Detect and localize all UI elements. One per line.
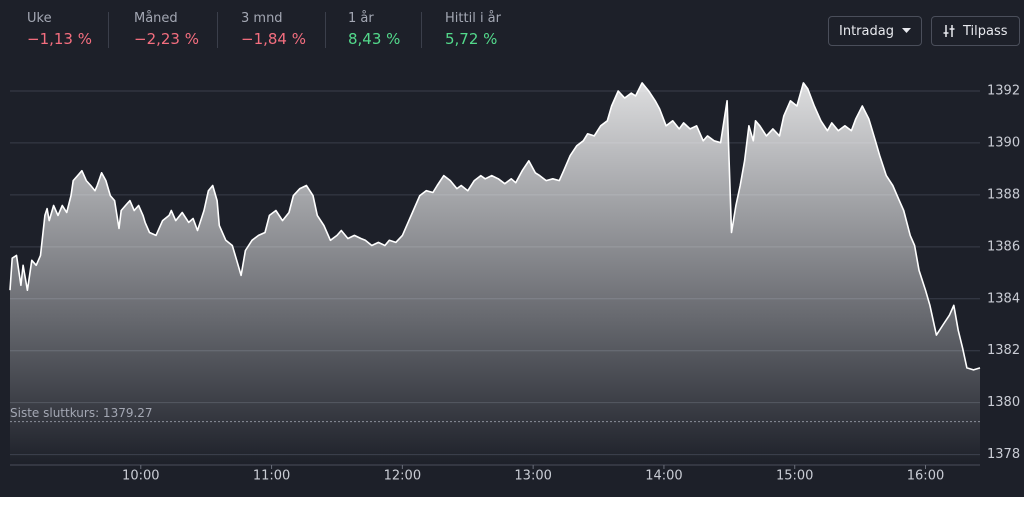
stat: 3 mnd −1,84 % — [241, 11, 306, 48]
stat-label: Måned — [134, 11, 178, 26]
stat: 1 år 8,43 % — [348, 11, 400, 48]
separator — [217, 12, 218, 48]
stat-label: 1 år — [348, 11, 374, 26]
stat-value: 5,72 % — [445, 30, 498, 48]
stat: Måned −2,23 % — [134, 11, 199, 48]
x-tick-label: 11:00 — [253, 469, 290, 484]
separator — [108, 12, 109, 48]
y-tick-label: 1392 — [987, 83, 1020, 98]
x-tick-label: 10:00 — [122, 469, 159, 484]
caret-icon — [901, 28, 911, 33]
line — [9, 82, 981, 371]
x-tick-label: 15:00 — [776, 469, 813, 484]
chart: 1378 1380 1382 1384 1386 1388 1390 1392 10:00 11:… — [9, 82, 1020, 484]
y-tick-label: 1382 — [987, 343, 1020, 358]
stat-value: −2,23 % — [134, 30, 199, 48]
separator — [421, 12, 422, 48]
y-tick-label: 1378 — [987, 447, 1020, 462]
button-label: Intradag — [839, 23, 894, 39]
y-tick-label: 1388 — [987, 187, 1020, 202]
x-tick-label: 13:00 — [514, 469, 551, 484]
stat-value: −1,84 % — [241, 30, 306, 48]
x-tick-label: 16:00 — [907, 469, 944, 484]
y-tick-label: 1386 — [987, 239, 1020, 254]
stat-label: Hittil i år — [445, 11, 501, 26]
chart-widget: Intradag Tilpass 1378 1380 1382 1384 1386 138… — [0, 0, 1024, 497]
y-tick-label: 1380 — [987, 395, 1020, 410]
stat: Uke −1,13 % — [27, 11, 92, 48]
reference-label: Siste sluttkurs: 1379.27 — [10, 406, 153, 420]
stat-value: −1,13 % — [27, 30, 92, 48]
stat-value: 8,43 % — [348, 30, 401, 48]
button-label: Tilpass — [963, 23, 1008, 39]
x-tick-label: 12:00 — [384, 469, 421, 484]
area — [10, 82, 980, 466]
stat-label: Uke — [27, 11, 52, 26]
customize-button[interactable]: Tilpass — [931, 16, 1020, 46]
y-tick-label: 1384 — [987, 291, 1020, 306]
separator — [325, 12, 326, 48]
x-tick-label: 14:00 — [645, 469, 682, 484]
y-tick-label: 1390 — [987, 135, 1020, 150]
sliders-icon — [943, 25, 955, 37]
stat-label: 3 mnd — [241, 11, 283, 26]
period-button[interactable]: Intradag — [828, 16, 922, 46]
stat: Hittil i år 5,72 % — [445, 11, 501, 48]
